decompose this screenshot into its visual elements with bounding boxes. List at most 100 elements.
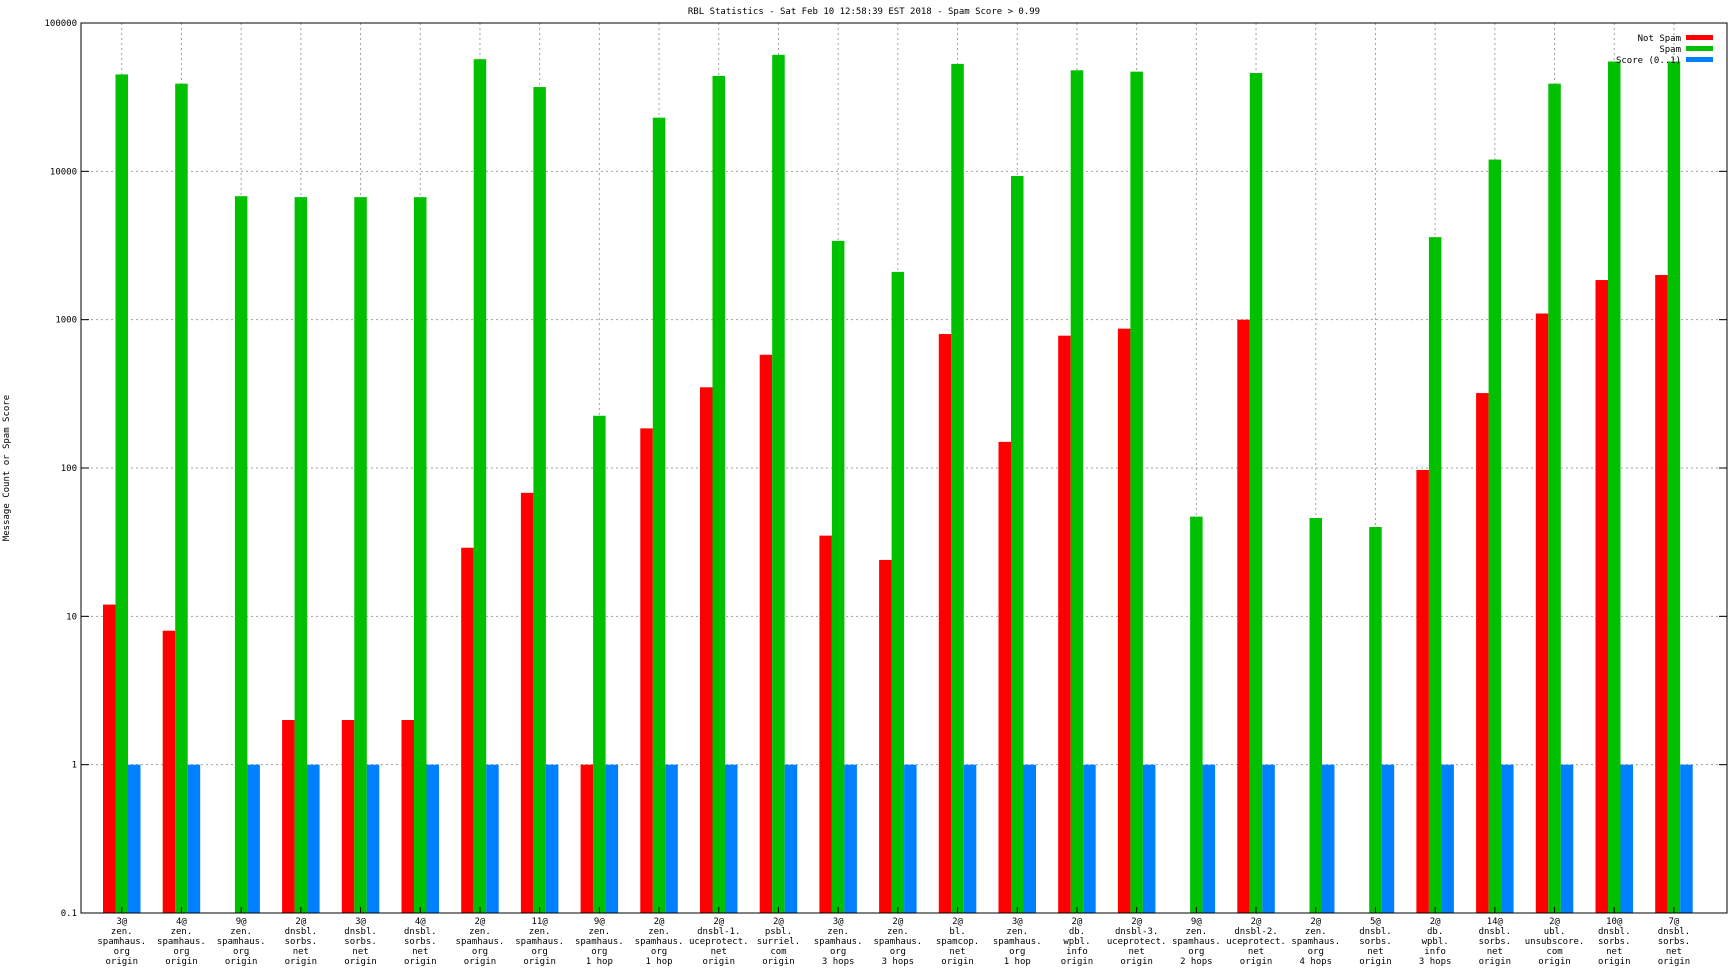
x-category-label-line: zen.	[589, 927, 611, 937]
x-category-label-line: info	[1066, 947, 1088, 957]
x-category-label-line: dnsbl.	[344, 927, 377, 937]
x-category-label-line: origin	[1479, 957, 1512, 967]
x-category-label-line: spamhaus.	[635, 937, 684, 947]
bar-spam-21	[1369, 527, 1382, 913]
x-category-label-line: bl.	[949, 927, 965, 937]
y-tick-label: 1000	[55, 316, 77, 326]
bar-not-spam-19	[1237, 319, 1250, 914]
x-category-label-line: origin	[1061, 957, 1094, 967]
x-category-label-line: 2@	[952, 917, 963, 927]
x-category-label-line: org	[1188, 947, 1204, 957]
x-category-label-line: 5@	[1370, 917, 1381, 927]
x-category-label-line: 2 hops	[1180, 957, 1213, 967]
x-category-label-line: zen.	[230, 927, 252, 937]
x-category-label-line: db.	[1427, 927, 1443, 937]
x-category-label: 14@ dnsbl. sorbs. net origin	[1479, 917, 1512, 967]
bar-not-spam-12	[819, 535, 832, 913]
y-tick-label: 100000	[44, 19, 77, 29]
bar-spam-9	[652, 117, 666, 913]
x-category-label-line: net	[1666, 947, 1682, 957]
bar-not-spam-25	[1595, 280, 1608, 913]
x-category-label-line: wpbl.	[1063, 937, 1090, 947]
x-category-label-line: 10@	[1606, 917, 1623, 927]
x-category-label-line: origin	[702, 957, 735, 967]
x-category-label: 2@ dnsbl-1. uceprotect. net origin	[689, 917, 749, 967]
x-category-label: 3@ dnsbl. sorbs. net origin	[344, 917, 377, 967]
x-category-label-line: origin	[1240, 957, 1273, 967]
x-category-label-line: spamhaus.	[575, 937, 624, 947]
x-category-label-line: uceprotect.	[1107, 937, 1167, 947]
legend-label: Score (0..1)	[1616, 56, 1681, 66]
bar-score-0-1-18	[1202, 764, 1216, 913]
bar-spam-1	[175, 83, 188, 913]
x-category-label-line: origin	[1538, 957, 1571, 967]
x-category-label-line: 3@	[116, 917, 127, 927]
legend-label: Spam	[1659, 45, 1681, 55]
x-category-label: 2@ zen. spamhaus. org 1 hop	[635, 917, 684, 967]
x-category-label: 2@ ubl. unsubscore. com origin	[1525, 917, 1585, 967]
x-category-label-line: 2@	[892, 917, 903, 927]
y-axis-label: Message Count or Spam Score	[2, 395, 12, 541]
x-category-label-line: origin	[105, 957, 138, 967]
x-category-label-line: spamhaus.	[814, 937, 863, 947]
x-category-label-line: origin	[523, 957, 556, 967]
x-category-label-line: 11@	[532, 917, 549, 927]
x-category-label-line: 2@	[654, 917, 665, 927]
x-category-label: 3@ zen. spamhaus. org origin	[97, 917, 146, 967]
x-category-label: 7@ dnsbl. sorbs. net origin	[1658, 917, 1691, 967]
bar-spam-3	[294, 197, 308, 914]
x-category-label: 3@ zen. spamhaus. org 3 hops	[814, 917, 863, 967]
bar-spam-18	[1190, 516, 1203, 913]
bar-spam-7	[533, 87, 546, 914]
bar-not-spam-6	[461, 547, 474, 913]
x-category-label-line: spamhaus.	[217, 937, 266, 947]
bar-not-spam-5	[401, 720, 414, 913]
x-category-label: 2@ db. wpbl. info 3 hops	[1419, 917, 1452, 967]
x-category-label-line: zen.	[529, 927, 551, 937]
x-category-label-line: net	[1367, 947, 1383, 957]
x-category-label-line: net	[1487, 947, 1503, 957]
x-category-label-line: spamhaus.	[456, 937, 505, 947]
bar-score-0-1-7	[545, 764, 559, 913]
bar-not-spam-16	[1058, 335, 1071, 914]
x-category-label-line: spamhaus.	[873, 937, 922, 947]
bar-not-spam-15	[998, 441, 1011, 913]
bar-not-spam-8	[580, 764, 594, 913]
x-category-label-line: sorbs.	[1479, 937, 1512, 947]
x-category-label-line: net	[1129, 947, 1145, 957]
x-category-label-line: 1 hop	[646, 957, 673, 967]
x-category-label-line: net	[711, 947, 727, 957]
bar-not-spam-1	[162, 630, 176, 913]
x-category-label-line: zen.	[648, 927, 670, 937]
x-category-label-line: origin	[165, 957, 198, 967]
x-category-label-line: zen.	[1186, 927, 1208, 937]
x-category-label-line: net	[1606, 947, 1622, 957]
bar-score-0-1-4	[366, 764, 380, 913]
x-category-label-line: 2@	[1310, 917, 1321, 927]
y-tick-label: 1	[72, 761, 77, 771]
x-category-label-line: dnsbl.	[1479, 927, 1512, 937]
x-category-label-line: unsubscore.	[1525, 937, 1585, 947]
x-category-label-line: origin	[1658, 957, 1691, 967]
x-category-label-line: dnsbl-1.	[697, 927, 740, 937]
x-category-label-line: 7@	[1669, 917, 1680, 927]
bar-not-spam-4	[341, 720, 355, 913]
x-category-label-line: org	[532, 947, 548, 957]
bar-spam-26	[1667, 61, 1681, 913]
x-category-label-line: org	[890, 947, 906, 957]
bar-not-spam-17	[1117, 328, 1131, 914]
bar-spam-0	[115, 74, 128, 914]
x-category-label: 11@ zen. spamhaus. org origin	[515, 917, 564, 967]
x-category-label-line: spamhaus.	[97, 937, 146, 947]
x-category-label-line: uceprotect.	[689, 937, 749, 947]
bar-groups	[103, 54, 1693, 914]
bar-score-0-1-0	[128, 764, 141, 913]
x-category-label-line: dnsbl-2.	[1234, 927, 1277, 937]
x-category-label-line: surriel.	[757, 937, 800, 947]
x-category-label: 2@ psbl. surriel. com origin	[757, 917, 800, 967]
bar-spam-25	[1608, 61, 1621, 913]
x-category-label: 2@ dnsbl-2. uceprotect. net origin	[1226, 917, 1286, 967]
x-category-label-line: sorbs.	[344, 937, 377, 947]
legend-swatch	[1686, 57, 1713, 62]
x-category-label-line: org	[1009, 947, 1025, 957]
